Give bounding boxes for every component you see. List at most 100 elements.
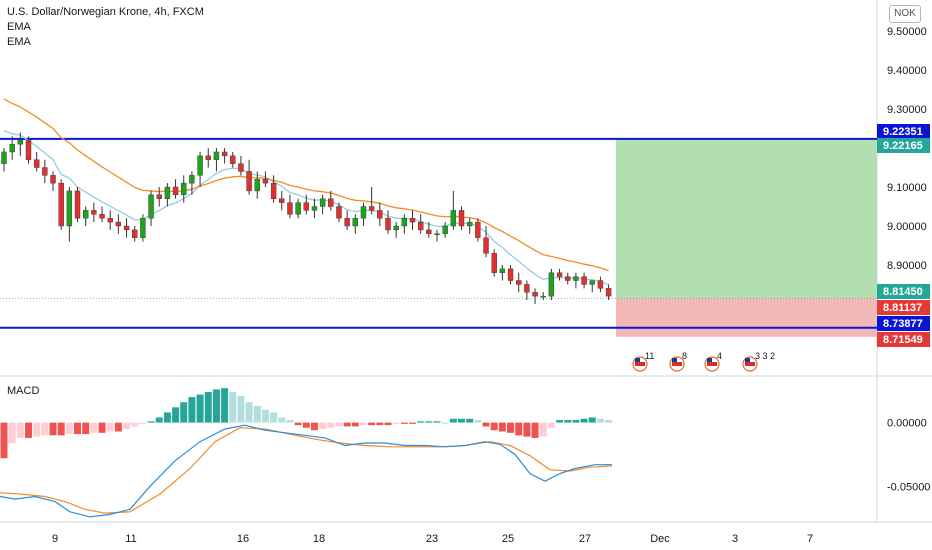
- macd-histogram-bar: [441, 422, 449, 424]
- horizontal-levels: [0, 137, 877, 329]
- macd-histogram-bar: [449, 418, 457, 423]
- macd-histogram-bar: [237, 395, 245, 423]
- event-count-label: 11: [645, 351, 654, 361]
- candle-body: [66, 190, 73, 227]
- macd-histogram-bar: [65, 422, 73, 435]
- candle-body: [573, 276, 579, 281]
- candle-body: [1, 151, 7, 164]
- macd-histogram-bar: [16, 422, 24, 438]
- macd-histogram-bar: [180, 402, 188, 423]
- price-tick-label: 9.50000: [887, 26, 927, 38]
- candle-body: [262, 179, 269, 184]
- candle-body: [311, 206, 318, 211]
- candle-body: [336, 206, 342, 219]
- candle-body: [181, 182, 187, 196]
- price-tick-label: 9.40000: [887, 65, 927, 77]
- macd-histogram-bar: [515, 422, 523, 436]
- macd-histogram-bar: [425, 421, 433, 423]
- candle-body: [475, 221, 481, 238]
- ema-lines: [3, 98, 609, 286]
- time-tick-label: 7: [807, 533, 813, 545]
- macd-histogram-bar: [41, 422, 49, 436]
- macd-histogram-bar: [245, 402, 253, 423]
- ema-indicator-label-2[interactable]: EMA: [7, 36, 31, 48]
- macd-histogram-bar: [474, 420, 482, 423]
- candle-body: [164, 186, 171, 199]
- macd-histogram-bar: [531, 422, 539, 438]
- time-tick-label: Dec: [650, 533, 670, 545]
- candle-body: [417, 221, 424, 231]
- candle-body: [123, 225, 130, 231]
- macd-histogram-bar: [547, 422, 555, 428]
- flag-stripe-icon: [672, 362, 682, 366]
- candle-body: [540, 295, 546, 298]
- candle-body: [393, 225, 399, 231]
- macd-histogram-bar: [82, 422, 90, 435]
- time-tick-label: 3: [732, 533, 738, 545]
- price-tag: [877, 316, 930, 331]
- candle-body: [589, 280, 595, 285]
- macd-tick-label: 0.00000: [887, 418, 927, 430]
- candle-body: [605, 288, 612, 297]
- candle-body: [17, 140, 24, 145]
- macd-histogram-bar: [74, 422, 82, 435]
- candles: [1, 132, 612, 304]
- candle-body: [213, 151, 220, 160]
- candle-body: [303, 202, 309, 211]
- macd-histogram-bar: [482, 422, 490, 427]
- macd-histogram-bar: [25, 422, 33, 438]
- price-tag-label: 8.71549: [883, 334, 923, 346]
- candle-body: [401, 217, 408, 227]
- price-tick-label: 9.30000: [887, 104, 927, 116]
- flag-canton-icon: [635, 358, 640, 362]
- macd-histogram-bar: [605, 420, 613, 423]
- macd-histogram-bar: [335, 422, 343, 427]
- candle-body: [74, 190, 81, 219]
- candle-body: [385, 217, 391, 231]
- macd-histogram-bar: [376, 422, 384, 426]
- macd-tick-label: -0.05000: [887, 481, 930, 493]
- candle-body: [9, 143, 15, 153]
- macd-histogram-bar: [0, 422, 8, 459]
- ema-indicator-label-1[interactable]: EMA: [7, 21, 31, 33]
- macd-histogram-bar: [139, 422, 147, 424]
- macd-histogram-bar: [90, 422, 98, 433]
- candle-body: [189, 175, 195, 184]
- candle-body: [426, 229, 432, 234]
- macd-histogram-bar: [155, 417, 163, 423]
- macd-panel: [0, 388, 613, 518]
- candle-body: [368, 206, 375, 211]
- candle-body: [115, 221, 122, 227]
- currency-badge[interactable]: NOK: [889, 5, 921, 23]
- candle-body: [516, 280, 522, 285]
- candle-body: [524, 284, 530, 293]
- macd-indicator-label[interactable]: MACD: [7, 385, 40, 397]
- macd-histogram-bar: [261, 409, 269, 423]
- macd-histogram-bar: [392, 422, 400, 424]
- candle-body: [99, 214, 105, 219]
- macd-histogram-bar: [400, 422, 408, 424]
- macd-histogram-bar: [498, 422, 506, 432]
- price-tag-label: 9.22165: [883, 140, 923, 152]
- candle-body: [450, 210, 457, 227]
- candle-body: [107, 217, 113, 223]
- macd-histogram-bar: [343, 422, 351, 427]
- candle-body: [548, 272, 555, 297]
- macd-histogram-bar: [286, 420, 294, 423]
- candle-body: [205, 155, 211, 160]
- chart-title: U.S. Dollar/Norwegian Krone, 4h, FXCM: [7, 6, 204, 18]
- macd-histogram-bar: [123, 422, 131, 429]
- macd-histogram-bar: [147, 421, 155, 423]
- flag-canton-icon: [707, 358, 712, 362]
- time-tick-label: 11: [125, 533, 136, 545]
- macd-histogram-bar: [163, 412, 171, 423]
- candle-body: [442, 225, 448, 234]
- candle-body: [483, 237, 489, 254]
- macd-histogram-bar: [351, 422, 359, 427]
- macd-histogram-bar: [466, 418, 474, 423]
- candle-body: [466, 221, 473, 227]
- macd-histogram-bar: [278, 417, 286, 423]
- flag-stripe-icon: [635, 362, 645, 366]
- price-tick-label: 9.00000: [887, 221, 927, 233]
